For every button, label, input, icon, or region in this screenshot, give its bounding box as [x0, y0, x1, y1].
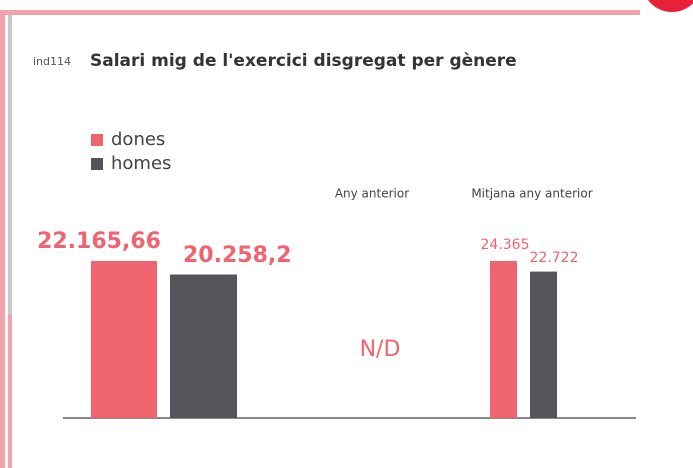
value-label: 22.722 [530, 250, 579, 266]
legend-swatch [91, 158, 103, 170]
chart-title: Salari mig de l'exercici disgregat per g… [90, 51, 517, 71]
no-data-label: N/D [360, 337, 401, 362]
bar [490, 261, 517, 418]
category-label: Mitjana any anterior [471, 187, 592, 201]
bar [530, 271, 557, 418]
legend-label: dones [111, 129, 165, 150]
indicator-code: ind114 [33, 55, 71, 68]
left-border [0, 15, 5, 468]
legend-swatch [91, 134, 103, 146]
category-label: Any anterior [335, 187, 409, 201]
value-label: 22.165,66 [37, 229, 161, 254]
value-label: 20.258,2 [183, 243, 292, 268]
bar [170, 274, 237, 418]
value-label: 24.365 [481, 237, 530, 253]
left-rail-accent [8, 315, 12, 468]
left-rail [8, 15, 12, 315]
bar [91, 261, 157, 418]
legend-label: homes [111, 153, 171, 174]
top-border [0, 10, 640, 15]
corner-badge [648, 0, 693, 12]
